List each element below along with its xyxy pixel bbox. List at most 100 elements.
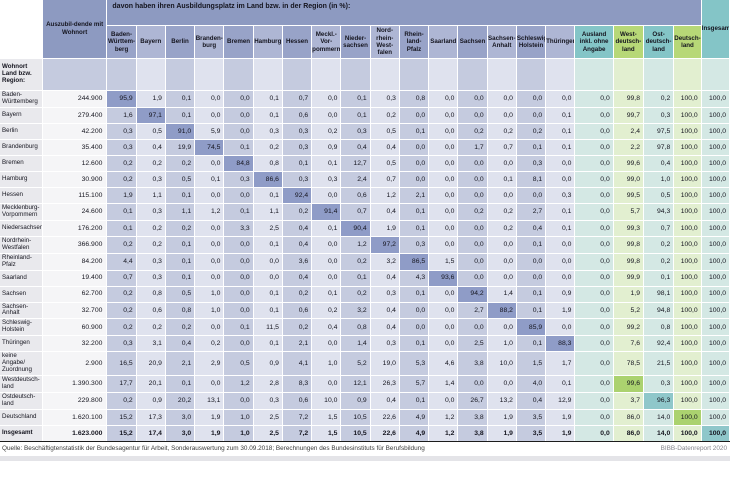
table-cell: 0,4 xyxy=(311,318,342,337)
table-cell: 0,9 xyxy=(340,392,371,410)
col-header: Bremen xyxy=(223,25,254,59)
table-cell: 1,4 xyxy=(340,335,371,353)
table-cell: 0,0 xyxy=(428,220,459,237)
table-cell: 100,0 xyxy=(701,409,730,426)
table-cell: 15,2 xyxy=(106,409,137,426)
table-cell: 0,2 xyxy=(165,155,196,172)
table-cell: 0,1 xyxy=(165,90,196,108)
table-cell: 0,8 xyxy=(643,318,675,337)
table-cell: 20,9 xyxy=(136,351,166,377)
table-cell: 0,0 xyxy=(574,270,614,287)
table-cell: 0,3 xyxy=(370,335,400,353)
table-cell: 0,0 xyxy=(428,392,459,410)
table-cell: 1,5 xyxy=(428,253,459,271)
table-cell: 0,9 xyxy=(136,392,166,410)
total-cell: 62.700 xyxy=(42,286,108,303)
table-cell: 99,9 xyxy=(613,270,644,287)
table-cell: 7,6 xyxy=(613,335,644,353)
table-cell: 10,5 xyxy=(340,425,371,442)
table-header: Auszubil-dende mit Wohnort davon haben i… xyxy=(0,0,730,59)
report-label: BIBB-Datenreport 2020 xyxy=(660,444,727,452)
table-cell: 1,9 xyxy=(194,409,225,426)
table-cell: 20,2 xyxy=(165,392,196,410)
table-cell: 0,7 xyxy=(487,139,517,156)
table-cell: 0,2 xyxy=(643,253,675,271)
table-cell: 0,0 xyxy=(223,187,254,204)
table-cell: 13,2 xyxy=(487,392,517,410)
col-header-insgesamt: Insgesamt xyxy=(701,0,730,59)
table-cell: 0,2 xyxy=(516,123,547,140)
table-cell: 100,0 xyxy=(673,171,702,188)
table-cell: 100,0 xyxy=(673,318,702,337)
table-cell: 0,1 xyxy=(516,139,547,156)
table-cell: 1,2 xyxy=(370,187,400,204)
table-cell: 0,4 xyxy=(282,270,313,287)
table-cell: 0,2 xyxy=(457,123,488,140)
table-cell: 0,4 xyxy=(165,335,196,353)
row-label: Niedersachsen xyxy=(0,220,43,237)
col-header: Sachsen-Anhalt xyxy=(487,25,517,59)
table-cell: 97,2 xyxy=(370,236,400,254)
table-cell: 1,0 xyxy=(311,351,342,377)
table-cell: 0,0 xyxy=(428,318,459,337)
table-cell: 0,0 xyxy=(574,203,614,221)
table-cell: 0,2 xyxy=(311,302,342,320)
table-cell: 100,0 xyxy=(701,253,730,271)
table-cell: 100,0 xyxy=(701,392,730,410)
table-cell: 0,0 xyxy=(574,392,614,410)
table-cell: 0,0 xyxy=(223,236,254,254)
table-cell: 99,8 xyxy=(613,253,644,271)
table-cell: 100,0 xyxy=(701,335,730,353)
table-cell: 1,0 xyxy=(223,425,254,442)
table-cell: 94,8 xyxy=(643,302,675,320)
table-cell: 0,3 xyxy=(253,123,283,140)
table-cell: 0,3 xyxy=(311,171,342,188)
table-cell: 2,4 xyxy=(340,171,371,188)
table-cell: 0,9 xyxy=(311,139,342,156)
table-cell: 1,9 xyxy=(613,286,644,303)
table-cell: 0,2 xyxy=(106,155,137,172)
table-cell: 91,0 xyxy=(165,123,196,140)
table-cell: 0,1 xyxy=(399,392,430,410)
table-cell: 0,0 xyxy=(428,236,459,254)
table-cell: 0,0 xyxy=(399,171,430,188)
table-cell: 0,4 xyxy=(370,392,400,410)
table-cell: 1,1 xyxy=(253,203,283,221)
table-cell: 3,2 xyxy=(340,302,371,320)
table-cell: 0,0 xyxy=(574,425,614,442)
table-cell: 99,7 xyxy=(613,107,644,124)
table-cell: 1,5 xyxy=(516,351,547,377)
table-cell: 4,1 xyxy=(282,351,313,377)
table-cell: 100,0 xyxy=(673,155,702,172)
table-cell: 0,0 xyxy=(574,351,614,377)
table-cell: 0,1 xyxy=(545,107,576,124)
spacer-cell xyxy=(457,58,488,91)
table-cell: 0,0 xyxy=(399,302,430,320)
table-cell: 0,3 xyxy=(643,375,675,393)
table-cell: 0,5 xyxy=(223,351,254,377)
table-cell: 88,3 xyxy=(545,335,576,353)
table-cell: 0,4 xyxy=(516,220,547,237)
table-cell: 1,4 xyxy=(428,375,459,393)
table-cell: 4,3 xyxy=(399,270,430,287)
table-cell: 19,9 xyxy=(165,139,196,156)
spacer-cell xyxy=(165,58,196,91)
spacer-cell xyxy=(516,58,547,91)
table-cell: 0,1 xyxy=(643,270,675,287)
table-cell: 3,0 xyxy=(165,409,196,426)
table-cell: 0,0 xyxy=(457,375,488,393)
table-cell: 3,0 xyxy=(165,425,196,442)
table-cell: 0,0 xyxy=(194,236,225,254)
table-cell: 4,0 xyxy=(516,375,547,393)
table-cell: 3,8 xyxy=(457,409,488,426)
spacer-cell xyxy=(701,58,730,91)
table-cell: 0,3 xyxy=(223,171,254,188)
row-label: Sachsen xyxy=(0,286,43,303)
table-cell: 10,0 xyxy=(311,392,342,410)
table-cell: 0,2 xyxy=(106,286,137,303)
table-cell: 100,0 xyxy=(701,318,730,337)
bottom-bar xyxy=(0,455,730,461)
table-cell: 100,0 xyxy=(673,409,702,426)
col-header: Sachsen xyxy=(457,25,488,59)
table-cell: 0,0 xyxy=(399,155,430,172)
